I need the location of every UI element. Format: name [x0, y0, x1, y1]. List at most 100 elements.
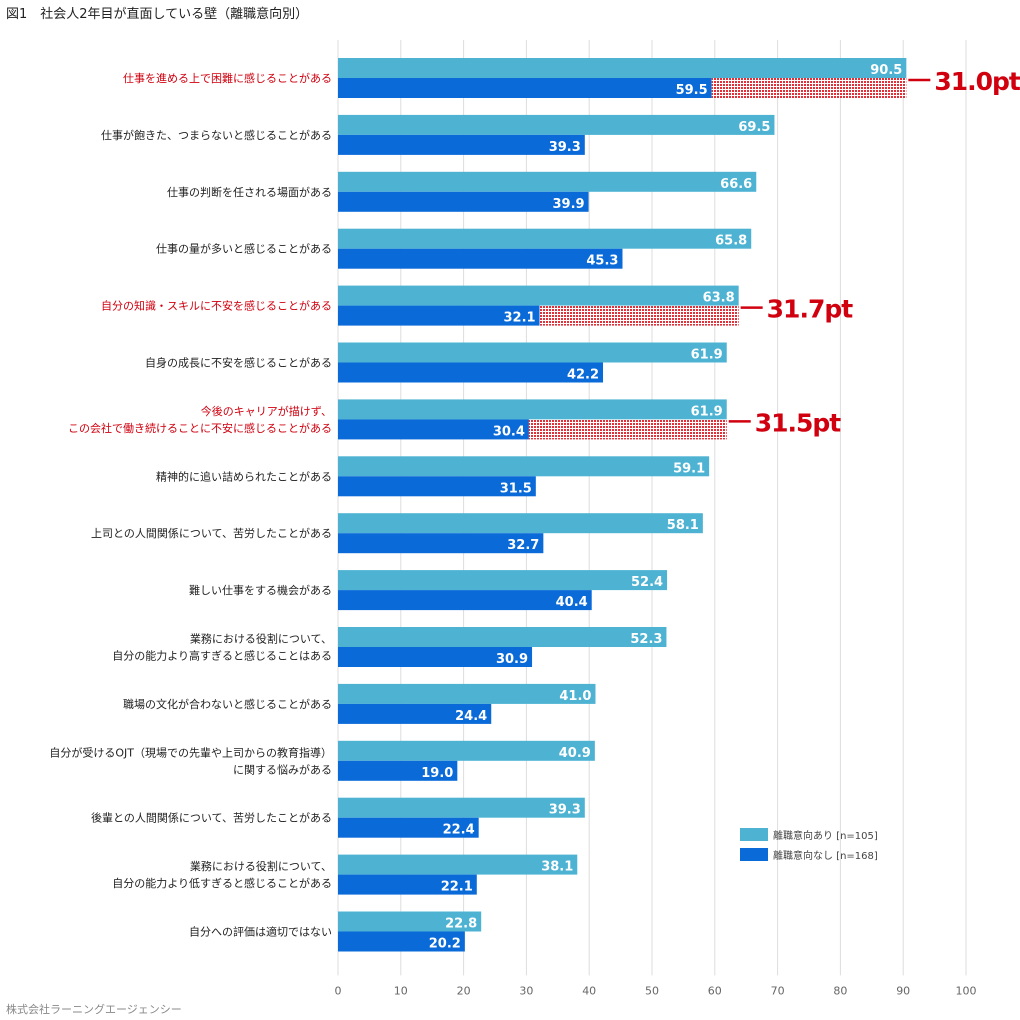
category-label: 自身の成長に不安を感じることがある: [145, 356, 332, 370]
value-label: 63.8: [703, 291, 735, 306]
bar-series-1: [338, 228, 752, 249]
value-label: 38.1: [541, 860, 573, 875]
value-label: 52.3: [630, 632, 662, 647]
bar-series-2: [338, 533, 544, 554]
value-label: 66.6: [720, 177, 752, 192]
value-label: 39.3: [549, 803, 581, 818]
value-label: 32.1: [504, 311, 536, 326]
bar-series-2: [338, 476, 536, 497]
value-label: 40.9: [559, 746, 591, 761]
bars: [338, 58, 907, 952]
x-tick-label: 30: [519, 984, 533, 997]
x-tick-label: 40: [582, 984, 596, 997]
x-tick-label: 80: [833, 984, 847, 997]
category-label: 後輩との人間関係について、苦労したことがある: [91, 811, 332, 825]
difference-band: [528, 419, 727, 440]
category-label: 上司との人間関係について、苦労したことがある: [91, 526, 332, 540]
value-label: 20.2: [429, 937, 461, 952]
bar-series-2: [338, 647, 533, 667]
bar-series-1: [338, 114, 775, 135]
bar-series-2: [338, 191, 589, 212]
value-label: 39.3: [549, 140, 581, 155]
bar-series-1: [338, 740, 595, 761]
bar-series-2: [338, 931, 465, 952]
value-label: 69.5: [738, 120, 770, 135]
value-label: 42.2: [567, 368, 599, 383]
legend-swatch: [740, 848, 768, 861]
legend: 離職意向あり [n=105] 離職意向なし [n=168]: [740, 828, 878, 862]
labels: 0 10 20 30 40 50 60 70 80 90 100 仕事を進める上で困難に感じることがあ…: [49, 63, 1020, 997]
value-label: 30.4: [493, 424, 525, 439]
difference-annotation: 31.0pt: [934, 67, 1020, 96]
value-label: 19.0: [421, 766, 453, 781]
difference-band: [711, 78, 907, 98]
category-label: 自分への評価は適切ではない: [189, 925, 332, 939]
value-label: 22.1: [441, 880, 473, 895]
value-label: 40.4: [556, 595, 588, 610]
legend-swatch: [740, 828, 768, 841]
legend-label: 離職意向なし [n=168]: [773, 849, 878, 862]
category-label: 自分の知識・スキルに不安を感じることがある: [101, 299, 332, 313]
value-label: 31.5: [500, 481, 532, 496]
value-label: 39.9: [552, 197, 584, 212]
category-label: 仕事を進める上で困難に感じることがある: [123, 71, 332, 85]
bar-series-1: [338, 171, 757, 192]
bar-series-1: [338, 513, 703, 534]
category-label: 職場の文化が合わないと感じることがある: [123, 697, 332, 711]
value-label: 58.1: [667, 518, 699, 533]
category-label: 今後のキャリアが描けず、: [201, 404, 332, 418]
value-label: 22.8: [445, 917, 477, 932]
x-tick-label: 90: [896, 984, 910, 997]
bar-series-2: [338, 78, 712, 98]
category-label: 自分が受けるOJT（現場での先輩や上司からの教育指導）: [49, 745, 332, 759]
category-label: この会社で働き続けることに不安に感じることがある: [68, 421, 332, 435]
x-tick-label: 50: [645, 984, 659, 997]
bar-series-2: [338, 760, 458, 781]
value-label: 61.9: [691, 348, 723, 363]
difference-annotation: 31.7pt: [767, 295, 854, 324]
bar-series-2: [338, 874, 477, 895]
value-label: 24.4: [455, 709, 487, 724]
category-label: 業務における役割について、: [190, 632, 332, 646]
bar-series-2: [338, 590, 592, 611]
category-label: 自分の能力より低すぎると感じることがある: [112, 876, 332, 890]
bar-series-1: [338, 456, 710, 477]
category-label: 精神的に追い詰められたことがある: [156, 469, 332, 483]
category-label: 自分の能力より高すぎると感じることはある: [112, 649, 332, 663]
category-label: 仕事の判断を任される場面がある: [167, 185, 332, 199]
value-label: 59.1: [673, 461, 705, 476]
value-label: 22.4: [443, 823, 475, 838]
category-label: 仕事が飽きた、つまらないと感じることがある: [101, 128, 332, 142]
legend-label: 離職意向あり [n=105]: [773, 829, 878, 842]
difference-annotation: 31.5pt: [755, 408, 842, 437]
value-label: 41.0: [559, 689, 591, 704]
source-credit: 株式会社ラーニングエージェンシー: [6, 1003, 182, 1016]
bar-series-2: [338, 134, 585, 155]
bar-series-1: [338, 399, 727, 420]
x-tick-label: 0: [335, 984, 342, 997]
bar-series-1: [338, 797, 585, 818]
bar-series-1: [338, 854, 578, 875]
x-tick-label: 70: [771, 984, 785, 997]
x-tick-label: 60: [708, 984, 722, 997]
value-label: 61.9: [691, 404, 723, 419]
value-label: 65.8: [715, 234, 747, 249]
bar-series-2: [338, 703, 492, 724]
bar-series-1: [338, 911, 482, 932]
x-tick-label: 20: [457, 984, 471, 997]
bar-series-1: [338, 342, 727, 363]
value-label: 32.7: [507, 538, 539, 553]
chart-title: 図1 社会人2年目が直面している壁（離職意向別）: [6, 7, 309, 22]
value-label: 90.5: [870, 63, 902, 78]
bar-series-1: [338, 58, 907, 78]
bar-series-1: [338, 627, 667, 647]
category-label: 業務における役割について、: [190, 859, 332, 873]
bar-series-2: [338, 362, 604, 383]
bar-series-2: [338, 419, 529, 440]
bar-series-2: [338, 817, 479, 838]
value-label: 52.4: [631, 575, 663, 590]
difference-band: [539, 305, 739, 326]
x-tick-label: 10: [394, 984, 408, 997]
x-tick-label: 100: [956, 984, 977, 997]
